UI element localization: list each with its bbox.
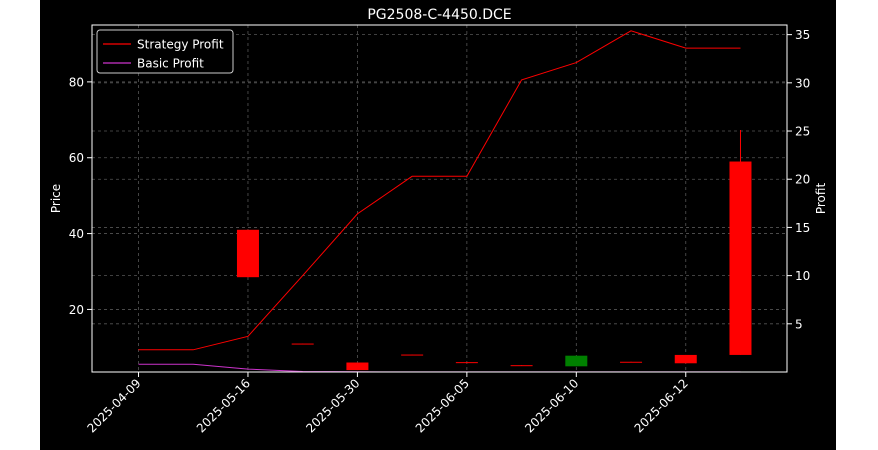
- x-tick-label-3: 2025-06-05: [413, 376, 472, 435]
- y-tick-label-left-2: 60: [69, 151, 84, 165]
- legend-label-1: Basic Profit: [137, 57, 204, 71]
- legend-box: [96, 29, 234, 74]
- candle-body-8: [674, 354, 697, 364]
- candle-body-1: [291, 343, 314, 345]
- x-tick-label-2: 2025-05-30: [303, 376, 362, 435]
- y-tick-label-left-0: 20: [69, 303, 84, 317]
- axis-layer: 20 40 60 80 5 10 15 20 25 30 35 2025-04-09 2025-05-1…: [69, 28, 811, 435]
- candle-body-3: [401, 354, 424, 356]
- plot-frame: [91, 24, 788, 373]
- candle-body-4: [455, 362, 478, 364]
- candle-body-5: [510, 365, 533, 367]
- candle-body-6: [565, 355, 588, 367]
- candle-body-0: [236, 229, 259, 278]
- chart-svg: 20 40 60 80 5 10 15 20 25 30 35 2025-04-09 2025-05-1…: [49, 7, 828, 435]
- grid-layer: [92, 25, 787, 372]
- y-axis-label-right: Profit: [814, 183, 828, 215]
- y-tick-label-left-3: 80: [69, 75, 84, 89]
- candle-body-9: [729, 161, 752, 355]
- candle-body-2: [346, 362, 369, 371]
- y-axis-label-left: Price: [49, 184, 63, 213]
- chart-figure: 20 40 60 80 5 10 15 20 25 30 35 2025-04-09 2025-05-1…: [40, 0, 836, 450]
- y-tick-label-right-2: 15: [795, 221, 810, 235]
- y-tick-label-right-3: 20: [795, 173, 810, 187]
- legend-label-0: Strategy Profit: [137, 38, 224, 52]
- candle-layer: [236, 130, 752, 371]
- y-tick-label-right-1: 10: [795, 269, 810, 283]
- y-tick-label-right-0: 5: [795, 317, 803, 331]
- y-tick-label-right-6: 35: [795, 28, 810, 42]
- series-line-0: [138, 30, 741, 351]
- x-tick-label-0: 2025-04-09: [84, 376, 143, 435]
- x-tick-label-5: 2025-06-12: [632, 376, 691, 435]
- y-tick-label-left-1: 40: [69, 227, 84, 241]
- candle-body-7: [620, 361, 643, 363]
- x-tick-label-4: 2025-06-10: [522, 376, 581, 435]
- y-tick-label-right-4: 25: [795, 125, 810, 139]
- legend: Strategy Profit Basic Profit: [96, 29, 234, 74]
- x-tick-label-1: 2025-05-16: [194, 376, 253, 435]
- chart-title: PG2508-C-4450.DCE: [367, 7, 511, 23]
- series-line-1: [138, 363, 741, 373]
- y-tick-label-right-5: 30: [795, 76, 810, 90]
